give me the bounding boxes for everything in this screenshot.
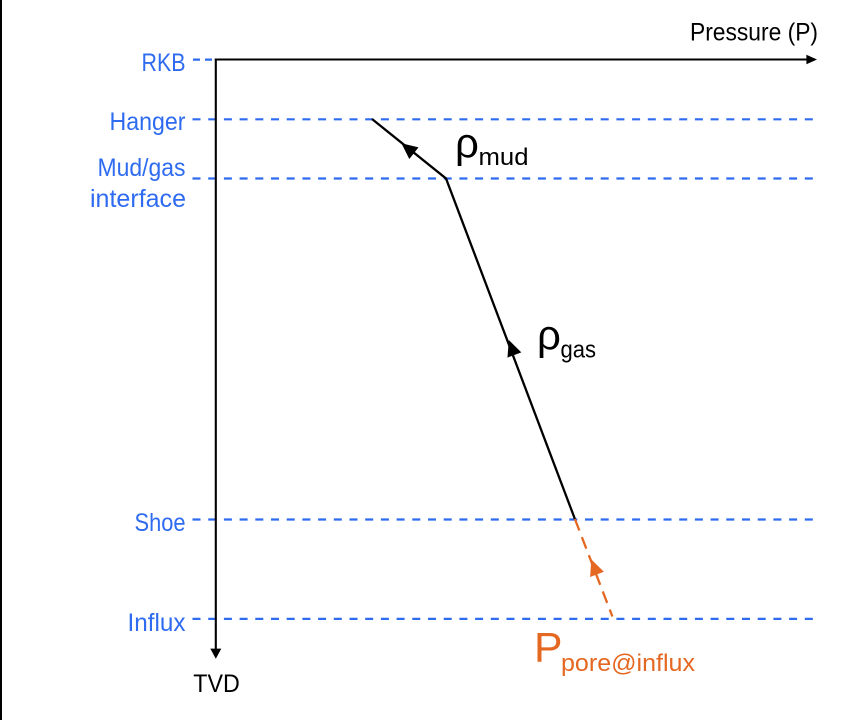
svg-text:ρ: ρ (537, 312, 561, 359)
svg-text:RKB: RKB (142, 49, 186, 77)
svg-text:gas: gas (561, 337, 597, 364)
svg-text:Influx: Influx (128, 609, 186, 637)
svg-text:mud: mud (479, 144, 529, 171)
svg-text:P: P (534, 624, 563, 671)
svg-text:pore@influx: pore@influx (561, 650, 695, 677)
svg-text:TVD: TVD (193, 670, 240, 698)
svg-text:Pressure (P): Pressure (P) (690, 19, 818, 47)
svg-text:Hanger: Hanger (110, 108, 186, 136)
svg-text:Mud/gas: Mud/gas (98, 154, 186, 182)
svg-text:Shoe: Shoe (135, 509, 186, 537)
svg-text:ρ: ρ (455, 120, 479, 167)
svg-text:interface: interface (90, 185, 186, 213)
